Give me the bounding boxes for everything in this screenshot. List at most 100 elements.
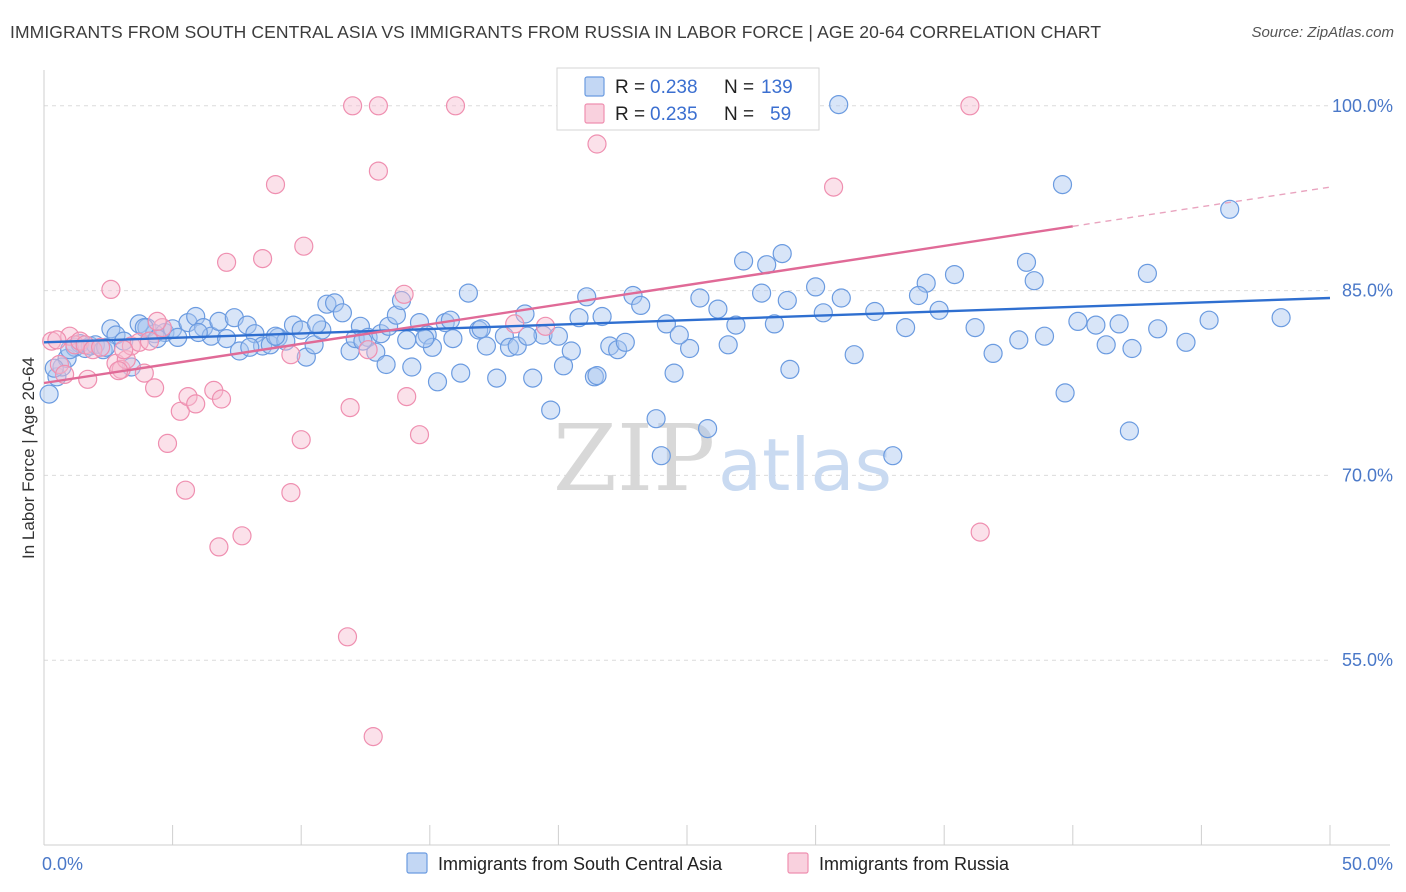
chart-source: Source: ZipAtlas.com	[1251, 24, 1394, 41]
point-0-120	[1199, 310, 1219, 330]
watermark-zip: ZIP	[553, 405, 715, 512]
point-0-56	[427, 372, 448, 392]
legend-r-label-1: R =	[615, 104, 645, 125]
grid-lines	[44, 105, 1330, 661]
point-0-65	[499, 337, 520, 357]
point-0-146	[1034, 326, 1055, 346]
point-1-8	[90, 337, 111, 357]
point-1-36	[358, 340, 378, 360]
point-0-97	[805, 277, 826, 297]
point-0-73	[561, 341, 581, 361]
point-1-25	[217, 252, 237, 272]
point-0-51	[397, 330, 417, 350]
y-axis-label: In Labor Force | Age 20-64	[19, 357, 38, 559]
point-0-79	[607, 340, 628, 360]
point-1-17	[145, 378, 165, 398]
point-0-96	[780, 359, 800, 379]
point-1-18	[152, 318, 172, 338]
legend: R = 0.238 N = 139 R = 0.235 N = 59	[556, 67, 820, 131]
point-0-10	[101, 319, 121, 339]
point-1-30	[281, 483, 301, 503]
point-0-21	[186, 306, 206, 327]
y-tick-label-0: 100.0%	[1332, 96, 1393, 116]
point-1-42	[409, 425, 430, 445]
point-1-28	[265, 175, 286, 195]
point-0-106	[983, 343, 1003, 363]
point-0-145	[965, 318, 985, 338]
y-tick-label-2: 70.0%	[1342, 465, 1393, 485]
point-0-140	[669, 325, 689, 345]
point-0-46	[366, 342, 386, 362]
point-1-55	[147, 311, 167, 331]
point-0-94	[764, 314, 785, 334]
point-0-101	[883, 446, 903, 466]
point-0-25	[217, 329, 237, 349]
point-1-56	[175, 480, 196, 500]
watermark: ZIP atlas	[553, 405, 892, 512]
point-1-22	[186, 394, 206, 414]
point-0-111	[1055, 383, 1075, 403]
point-0-86	[679, 338, 700, 359]
bottom-legend: Immigrants from South Central Asia Immig…	[406, 852, 1010, 874]
point-1-50	[960, 96, 980, 116]
point-0-144	[908, 285, 929, 306]
bottom-legend-swatch-south-central-asia	[406, 852, 428, 874]
point-1-1	[49, 354, 70, 375]
point-0-49	[386, 305, 406, 325]
point-1-40	[394, 284, 414, 304]
point-1-46	[587, 134, 607, 154]
point-0-130	[265, 326, 286, 346]
point-0-90	[726, 315, 746, 335]
trend-lines	[43, 186, 1331, 385]
point-1-52	[78, 369, 98, 389]
series-russia-points	[42, 96, 990, 747]
point-0-148	[829, 94, 849, 115]
point-1-51	[970, 522, 990, 542]
point-0-72	[553, 356, 574, 376]
point-0-114	[1109, 314, 1129, 334]
point-1-21	[178, 387, 198, 407]
point-0-141	[718, 335, 738, 355]
watermark-atlas: atlas	[718, 423, 892, 507]
point-0-142	[777, 290, 797, 311]
point-1-33	[337, 627, 358, 647]
point-1-9	[101, 279, 121, 299]
x-tick-label-0: 0.0%	[42, 854, 83, 874]
point-0-38	[312, 320, 332, 340]
legend-swatch-south-central-asia	[584, 76, 605, 97]
legend-r-label-0: R =	[615, 77, 645, 98]
point-0-116	[1122, 338, 1142, 359]
point-1-29	[281, 345, 301, 365]
point-0-0	[39, 384, 59, 404]
point-0-24	[209, 311, 229, 331]
bottom-legend-label-russia: Immigrants from Russia	[819, 854, 1010, 874]
point-0-134	[415, 329, 435, 349]
legend-r-value-0: 0.238	[650, 77, 698, 98]
point-0-138	[587, 366, 607, 386]
point-0-40	[325, 293, 345, 313]
point-0-77	[592, 306, 612, 327]
point-0-122	[1271, 308, 1291, 328]
point-0-54	[417, 325, 437, 345]
point-0-99	[844, 345, 864, 365]
point-0-58	[443, 329, 463, 349]
point-1-57	[211, 389, 232, 409]
point-0-82	[646, 409, 666, 429]
point-1-41	[397, 387, 417, 407]
legend-n-value-0: 139	[761, 77, 793, 98]
point-0-60	[458, 283, 478, 303]
point-0-63	[487, 368, 507, 388]
point-0-52	[402, 357, 422, 377]
point-0-139	[615, 332, 635, 352]
legend-n-label-1: N =	[724, 104, 754, 125]
point-0-100	[865, 301, 885, 322]
y-tick-label-1: 85.0%	[1342, 281, 1393, 301]
point-0-112	[1086, 315, 1106, 335]
point-1-53	[47, 330, 67, 350]
x-tick-labels: 0.0% 50.0%	[42, 854, 1393, 874]
point-0-119	[1176, 332, 1196, 352]
point-0-88	[697, 419, 718, 439]
point-0-89	[708, 299, 728, 319]
point-0-87	[690, 288, 710, 308]
legend-swatch-russia	[584, 103, 605, 124]
